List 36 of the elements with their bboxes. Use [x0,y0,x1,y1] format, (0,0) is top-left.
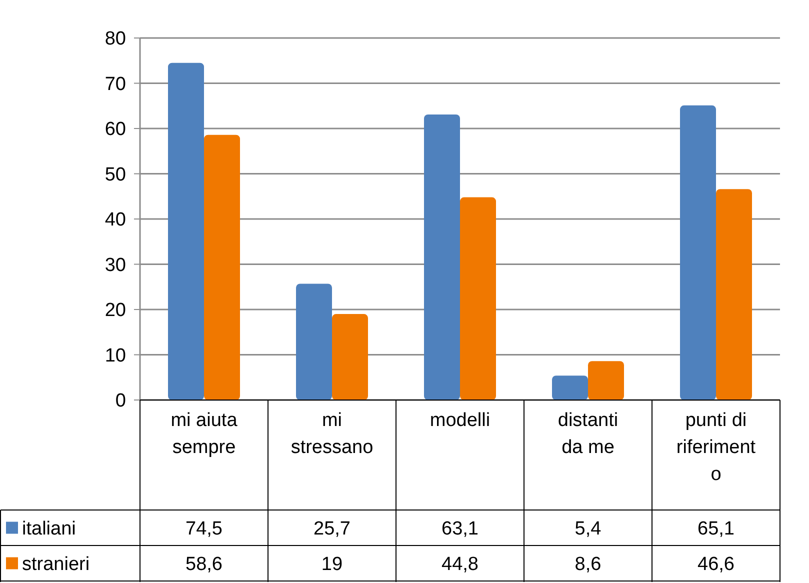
y-tick-label: 30 [104,254,126,276]
data-label: 44,8 [442,554,478,575]
data-label: 58,6 [186,554,222,575]
bar [680,105,716,400]
bar [460,197,496,400]
legend-label: stranieri [22,554,90,575]
bar [552,376,588,400]
bar [204,134,240,400]
data-label: 65,1 [698,518,734,540]
x-tick-label: distanti da me [558,410,618,458]
bar [424,114,460,400]
y-tick-label: 20 [104,300,126,322]
y-tick-label: 40 [104,210,126,231]
data-label: 74,5 [186,518,222,540]
data-label: 5,4 [574,518,602,540]
bar [716,189,752,400]
bar [168,62,204,400]
x-tick-label: mi stressano [290,410,374,458]
y-tick-label: 50 [104,164,126,186]
y-tick-label: 10 [104,345,126,366]
bar [588,361,624,400]
data-label: 63,1 [442,518,478,540]
bar [332,314,368,400]
y-tick-label: 0 [115,390,126,412]
y-tick-label: 70 [104,74,126,95]
data-label: 8,6 [574,554,602,575]
x-tick-label: modelli [430,410,490,431]
y-tick-label: 80 [104,28,126,50]
data-label: 25,7 [314,518,350,540]
x-tick-label: mi aiuta sempre [170,410,238,458]
data-label: 46,6 [698,554,734,575]
legend-label: italiani [22,518,76,540]
bar [296,284,332,400]
y-tick-label: 60 [104,119,126,140]
data-label: 19 [321,554,343,575]
x-tick-label: punti di riferimento [676,410,756,485]
